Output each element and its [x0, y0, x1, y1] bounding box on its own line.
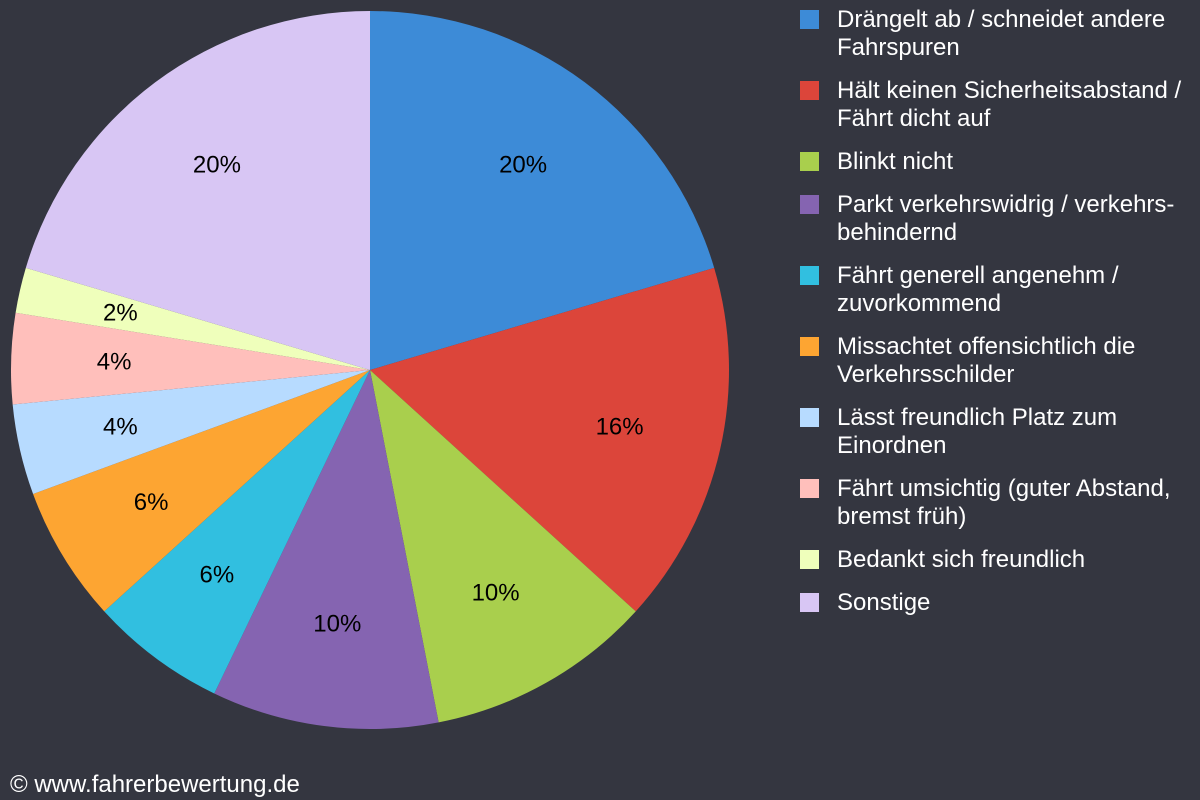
legend-item-5: Fährt generell angenehm / zuvorkommend	[800, 262, 1195, 318]
legend-swatch	[800, 266, 819, 285]
pie-slice-5	[104, 370, 371, 694]
legend-label: Hält keinen Sicherheitsabstand / Fährt d…	[837, 77, 1182, 132]
slice-value-label-4: 10%	[313, 610, 361, 637]
legend-label: Fährt generell angenehm / zuvorkommend	[837, 262, 1119, 317]
legend-label: Drängelt ab / schneidet andere Fahrspure…	[837, 6, 1166, 61]
pie-slice-10	[25, 11, 371, 370]
legend-item-6: Missachtet offensichtlich die Verkehrssc…	[800, 333, 1195, 389]
legend-label: Fährt umsichtig (guter Abstand, bremst f…	[837, 475, 1171, 530]
legend-item-7: Lässt freundlich Platz zum Einordnen	[800, 404, 1195, 460]
legend-swatch	[800, 10, 819, 29]
pie-slice-8	[10, 312, 370, 405]
legend-label: Parkt verkehrswidrig / verkehrs-behinder…	[837, 191, 1175, 246]
legend: Drängelt ab / schneidet andere Fahrspure…	[800, 6, 1195, 632]
legend-swatch	[800, 195, 819, 214]
legend-item-4: Parkt verkehrswidrig / verkehrs-behinder…	[800, 191, 1195, 247]
slice-value-label-5: 6%	[200, 562, 235, 589]
legend-item-3: Blinkt nicht	[800, 148, 1195, 176]
pie-slice-1	[370, 11, 715, 370]
legend-item-8: Fährt umsichtig (guter Abstand, bremst f…	[800, 475, 1195, 531]
pie-slice-9	[15, 267, 370, 370]
slice-value-label-8: 4%	[97, 348, 132, 375]
slice-value-label-10: 20%	[193, 151, 241, 178]
pie-chart: 20% 16% 10% 10% 6% 6% 4% 4% 2% 20%	[10, 11, 730, 730]
legend-item-1: Drängelt ab / schneidet andere Fahrspure…	[800, 6, 1195, 62]
pie-slice-4	[214, 370, 439, 730]
slice-value-label-1: 20%	[499, 151, 547, 178]
legend-item-10: Sonstige	[800, 589, 1195, 617]
legend-label: Missachtet offensichtlich die Verkehrssc…	[837, 333, 1136, 388]
copyright-notice: © www.fahrerbewertung.de	[10, 771, 300, 798]
legend-swatch	[800, 152, 819, 171]
slice-value-label-9: 2%	[103, 300, 138, 327]
legend-label: Lässt freundlich Platz zum Einordnen	[837, 404, 1118, 459]
legend-swatch	[800, 81, 819, 100]
legend-item-2: Hält keinen Sicherheitsabstand / Fährt d…	[800, 77, 1195, 133]
legend-swatch	[800, 550, 819, 569]
slice-value-label-2: 16%	[596, 414, 644, 441]
legend-swatch	[800, 593, 819, 612]
legend-swatch	[800, 479, 819, 498]
pie-slice-3	[370, 370, 636, 723]
pie-slice-6	[33, 370, 371, 612]
legend-label: Sonstige	[837, 589, 931, 616]
legend-swatch	[800, 337, 819, 356]
legend-label: Blinkt nicht	[837, 148, 954, 175]
pie-slice-2	[370, 267, 730, 612]
legend-item-9: Bedankt sich freundlich	[800, 546, 1195, 574]
slice-value-label-7: 4%	[103, 414, 138, 441]
slice-value-label-6: 6%	[134, 489, 169, 516]
slice-value-label-3: 10%	[472, 580, 520, 607]
legend-label: Bedankt sich freundlich	[837, 546, 1086, 573]
pie-slice-7	[12, 370, 370, 494]
legend-swatch	[800, 408, 819, 427]
